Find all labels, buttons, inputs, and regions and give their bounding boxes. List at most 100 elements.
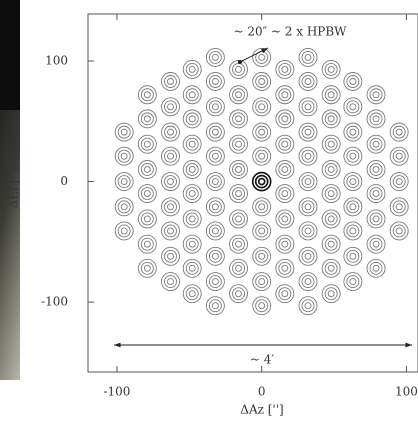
beam-ring: [281, 115, 289, 123]
beam: [343, 246, 363, 266]
beam: [229, 184, 248, 204]
beam-ring: [281, 65, 289, 73]
beam-ring: [389, 146, 409, 166]
beam-ring: [304, 178, 312, 185]
beam-ring: [188, 215, 196, 223]
beam-ring: [369, 187, 383, 201]
beam-ring: [235, 166, 242, 173]
beam-ring: [208, 224, 222, 238]
beam: [275, 85, 295, 105]
beam: [252, 146, 272, 166]
x-tick-label: -100: [103, 385, 130, 399]
beam-ring: [205, 246, 225, 266]
beam-ring: [229, 134, 248, 154]
beam: [252, 272, 272, 292]
beam-ring: [301, 149, 315, 163]
beam-ring: [182, 134, 202, 154]
beam-ring: [301, 175, 315, 188]
beam-ring: [188, 65, 196, 73]
beam-ring: [164, 224, 177, 238]
beam-ring: [304, 278, 312, 286]
beam-ring: [392, 175, 406, 188]
beam: [366, 160, 386, 179]
beam-ring: [278, 62, 292, 76]
y-tick-label: 0: [60, 174, 68, 188]
beam-ring: [167, 178, 174, 185]
beam-ring: [349, 78, 357, 85]
beam-ring: [252, 272, 272, 292]
beam-ring: [167, 252, 174, 260]
beam: [389, 221, 409, 241]
beam-ring: [372, 190, 380, 198]
beam-ring: [298, 296, 318, 316]
beam-ring: [137, 85, 157, 105]
beam-ring: [164, 100, 177, 114]
beam-ring: [258, 302, 266, 310]
beam-ring: [343, 172, 363, 191]
beam-ring: [301, 125, 315, 139]
beam-ring: [258, 103, 266, 111]
beam-ring: [229, 59, 248, 79]
beam-ring: [258, 203, 266, 211]
beam: [298, 122, 318, 142]
beam-ring: [324, 62, 338, 76]
beam: [205, 197, 225, 217]
beam-ring: [349, 128, 357, 136]
beam-ring: [304, 227, 312, 235]
beam-ring: [164, 275, 177, 289]
beam: [252, 197, 272, 217]
beam-ring: [185, 163, 199, 176]
beam: [161, 272, 180, 292]
beam-ring: [278, 287, 292, 301]
beam-ring: [346, 200, 360, 214]
beam-ring: [366, 234, 386, 254]
beam: [137, 234, 157, 254]
beam-ring: [161, 122, 180, 142]
beam-ring: [324, 112, 338, 126]
beam-ring: [389, 122, 409, 142]
beam-ring: [167, 78, 174, 85]
beam: [182, 85, 202, 105]
y-tick-label: -100: [41, 295, 68, 309]
beam-ring: [205, 97, 225, 117]
beam-ring: [205, 221, 225, 241]
x-tick-label: 100: [395, 385, 418, 399]
beam-ring: [392, 125, 406, 139]
beam-ring: [258, 128, 266, 136]
beam-ring: [324, 187, 338, 201]
beam-ring: [327, 140, 335, 148]
beam-ring: [235, 91, 242, 99]
beam-ring: [117, 125, 131, 139]
beam-ring: [258, 252, 266, 260]
beam: [343, 122, 363, 142]
beam-ring: [372, 166, 380, 173]
beam-ring: [327, 290, 335, 298]
beam-ring: [346, 100, 360, 114]
beam-ring: [188, 240, 196, 248]
beam: [275, 134, 295, 154]
beam: [205, 172, 225, 191]
beam-ring: [161, 246, 180, 266]
beam-ring: [298, 221, 318, 241]
beam: [114, 197, 134, 217]
beam-ring: [185, 112, 199, 126]
beam-ring: [349, 178, 357, 185]
beam-ring: [389, 197, 409, 217]
beam-ring: [140, 237, 154, 251]
beam-ring: [252, 296, 272, 316]
x-tick-label: 0: [258, 385, 266, 399]
beam: [366, 85, 386, 105]
beam-ring: [205, 272, 225, 292]
beam-ring: [275, 258, 295, 278]
beam-ring: [232, 88, 245, 102]
beam-ring: [349, 103, 357, 111]
beam-ring: [258, 227, 266, 235]
beam-ring: [143, 190, 151, 198]
beam: [137, 85, 157, 105]
beam: [366, 258, 386, 278]
beam-ring: [257, 177, 266, 186]
beam-ring: [185, 187, 199, 201]
beam-ring: [372, 215, 380, 223]
beam-ring: [208, 75, 222, 88]
